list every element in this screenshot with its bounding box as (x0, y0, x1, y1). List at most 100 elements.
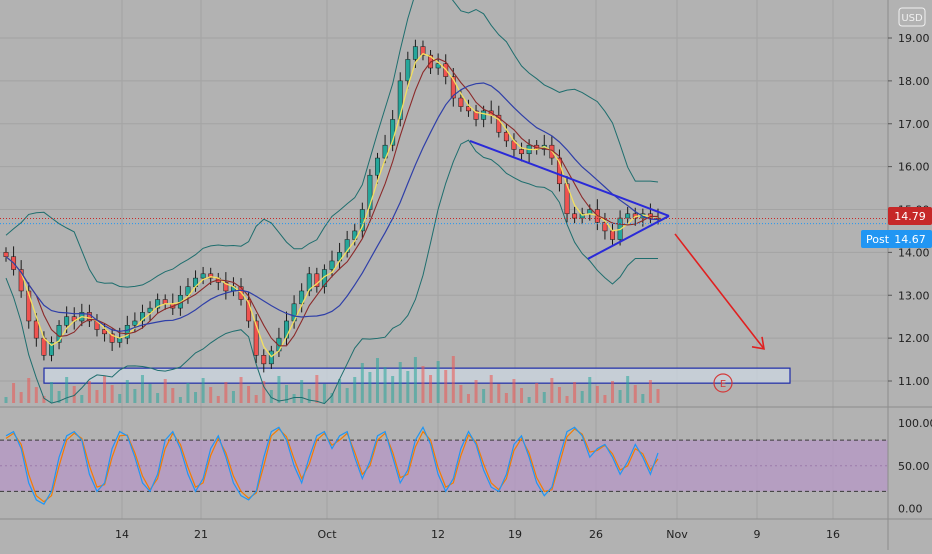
volume-bar (641, 394, 645, 403)
moving-averages (0, 52, 888, 358)
volume-bar (42, 396, 46, 403)
candle (458, 97, 464, 107)
candle (519, 149, 524, 155)
candle (124, 325, 130, 339)
candle (602, 222, 608, 232)
volume-bar (201, 378, 205, 403)
time-tick-label: 14 (115, 528, 129, 541)
volume-bar (436, 361, 440, 403)
volume-bar (95, 390, 99, 403)
time-tick-label: Oct (317, 528, 337, 541)
time-axis[interactable]: 14 21 Oct 12 19 26 Nov 9 16 (115, 528, 840, 541)
volume-bar (133, 389, 137, 403)
price-tick-label: 16.00 (898, 161, 930, 174)
last-price-badge: 14.79 (888, 207, 932, 225)
currency-button[interactable]: USD (898, 7, 926, 27)
time-tick-label: 21 (194, 528, 208, 541)
volume-bar (148, 384, 152, 403)
time-tick-label: 9 (754, 528, 761, 541)
volume-bar (588, 377, 592, 403)
price-tick-label: 18.00 (898, 75, 930, 88)
volume-bar (300, 380, 304, 403)
bollinger-lower (5, 139, 658, 405)
support-zone-rect[interactable] (43, 367, 791, 384)
last-price-value: 14.79 (894, 210, 926, 223)
support-zone (43, 367, 791, 384)
stochastic-k-line (5, 425, 659, 506)
volume-bar (224, 382, 228, 403)
candle (49, 342, 54, 356)
oscillator-axis[interactable]: 100.00 50.00 0.00 (898, 417, 932, 516)
volume-bar (429, 375, 433, 403)
candle (3, 252, 9, 257)
volume-bar (254, 395, 258, 403)
volume-bar (338, 379, 342, 403)
volume-bar (557, 387, 561, 403)
candle (253, 320, 259, 356)
volume-bar (520, 388, 524, 403)
time-tick-label: 26 (589, 528, 603, 541)
oscillator-tick-label: 0.00 (898, 503, 923, 516)
projection-arrow[interactable] (674, 233, 765, 350)
volume-bar (618, 390, 622, 403)
volume-bar (550, 378, 554, 403)
volume-bar (269, 390, 273, 403)
volume-bar (360, 363, 364, 403)
volume-bar (330, 393, 334, 403)
volume-bar (656, 389, 660, 403)
volume-bar (209, 387, 213, 403)
candle (397, 80, 403, 120)
volume-bar (504, 393, 508, 403)
ma-mid-line (5, 57, 658, 347)
drawings[interactable] (469, 139, 765, 350)
volume-bar (194, 392, 198, 403)
volume-bar (474, 380, 478, 403)
volume-bar (110, 385, 114, 403)
volume-bar (383, 367, 387, 403)
price-tick-label: 17.00 (898, 118, 930, 131)
volume-bar (57, 391, 61, 403)
triangle-upper-line[interactable] (469, 139, 670, 217)
price-tick-label: 12.00 (898, 332, 930, 345)
volume-bar (163, 379, 167, 403)
volume-bar (65, 377, 69, 403)
volume-bar (171, 388, 175, 403)
candle (132, 320, 138, 326)
volume-bar (353, 377, 357, 403)
candle (261, 355, 267, 365)
volume-bar (247, 386, 251, 403)
volume-bar (413, 357, 417, 403)
volume-bar (12, 383, 16, 403)
candle (625, 213, 631, 219)
volume-bar (398, 362, 402, 403)
projection-arrowhead[interactable] (751, 336, 765, 350)
candle (503, 132, 509, 142)
candle (572, 213, 578, 219)
volume-bar (27, 378, 31, 403)
time-tick-label: 12 (431, 528, 445, 541)
earnings-marker[interactable]: E (713, 373, 733, 393)
candle (344, 239, 350, 253)
candle (473, 110, 479, 120)
candle (147, 307, 153, 313)
volume-bar (391, 376, 395, 403)
volume-bar (80, 395, 84, 403)
time-tick-label: 19 (508, 528, 522, 541)
time-tick-label: 16 (826, 528, 840, 541)
volume-bar (573, 382, 577, 403)
volume-bar (140, 375, 144, 403)
volume-bar (565, 396, 569, 403)
volume-bar (186, 383, 190, 403)
volume-bar (527, 397, 531, 403)
price-axis[interactable]: 19.0018.0017.0016.0015.0014.0013.0012.00… (888, 32, 930, 388)
triangle-lower-line[interactable] (587, 215, 670, 260)
volume-bar (375, 358, 379, 403)
price-tick-label: 14.00 (898, 246, 930, 259)
oscillator-tick-label: 50.00 (898, 460, 930, 473)
candle (329, 260, 335, 270)
candle (420, 46, 426, 56)
candle (375, 157, 380, 176)
candle (435, 63, 441, 69)
